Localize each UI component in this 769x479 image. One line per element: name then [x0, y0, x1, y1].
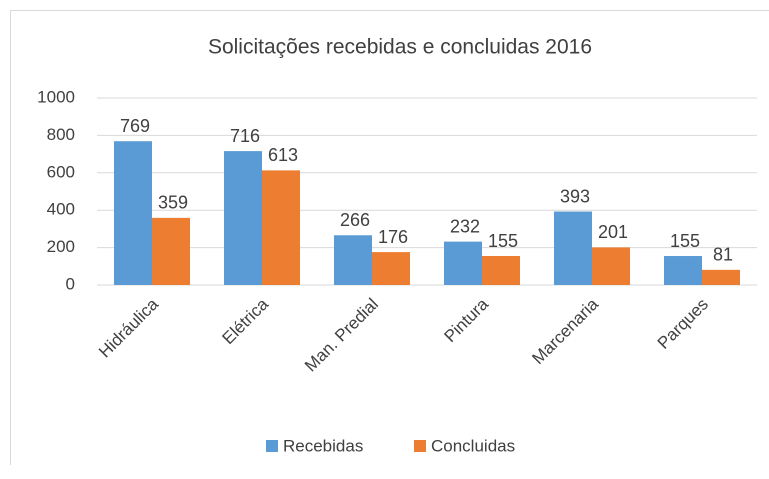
chart-title: Solicitações recebidas e concluidas 2016 — [208, 36, 592, 59]
y-tick-label: 400 — [47, 200, 75, 219]
bar — [702, 269, 740, 285]
x-tick-label: Man. Predial — [301, 295, 382, 376]
data-label: 201 — [598, 222, 628, 242]
y-tick-label: 1000 — [37, 87, 75, 106]
y-tick-label: 600 — [47, 162, 75, 181]
legend-swatch — [414, 440, 426, 452]
bar — [372, 252, 410, 285]
bar — [262, 170, 300, 285]
legend-label: Concluidas — [431, 436, 515, 455]
data-label: 613 — [268, 145, 298, 165]
data-label: 155 — [670, 231, 700, 251]
bar — [664, 256, 702, 285]
data-label: 393 — [560, 186, 590, 206]
bar — [152, 217, 190, 285]
y-tick-label: 200 — [47, 237, 75, 256]
data-label: 716 — [230, 126, 260, 146]
bar — [554, 211, 592, 285]
legend-swatch — [266, 440, 278, 452]
bar — [334, 235, 372, 285]
data-label: 232 — [450, 216, 480, 236]
legend-label: Recebidas — [283, 436, 363, 455]
x-tick-label: Elétrica — [218, 294, 272, 348]
data-label: 266 — [340, 210, 370, 230]
bar — [114, 141, 152, 285]
x-tick-label: Pintura — [440, 294, 492, 346]
y-tick-label: 800 — [47, 125, 75, 144]
bar — [592, 247, 630, 285]
bar — [444, 241, 482, 285]
data-label: 769 — [120, 116, 150, 136]
bar — [482, 256, 520, 285]
data-label: 359 — [158, 193, 188, 213]
x-tick-label: Marcenaria — [528, 294, 602, 368]
data-label: 81 — [713, 245, 733, 265]
data-label: 176 — [378, 227, 408, 247]
data-label: 155 — [488, 231, 518, 251]
y-tick-label: 0 — [66, 274, 75, 293]
bar — [224, 151, 262, 285]
x-tick-label: Hidráulica — [95, 294, 162, 361]
x-tick-label: Parques — [654, 295, 712, 353]
